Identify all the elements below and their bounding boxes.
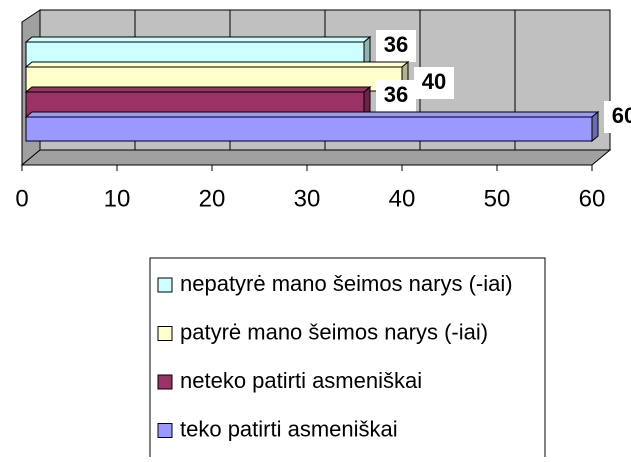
- bar: [25, 116, 593, 142]
- data-label: 40: [422, 69, 446, 94]
- bar-top: [24, 111, 600, 118]
- x-tick-label: 60: [579, 185, 606, 212]
- x-tick-label: 40: [389, 185, 416, 212]
- data-label: 36: [384, 32, 408, 57]
- floor: [20, 149, 612, 166]
- legend-label: nepatyrė mano šeimos narys (-iai): [180, 271, 513, 296]
- legend-swatch: [157, 277, 173, 293]
- x-tick-label: 30: [294, 185, 321, 212]
- data-label: 60: [612, 103, 631, 128]
- x-tick-label: 20: [199, 185, 226, 212]
- data-label-box: [376, 30, 416, 62]
- legend-swatch: [157, 326, 173, 341]
- data-label-box: [604, 101, 631, 133]
- x-tick-label: 50: [484, 185, 511, 212]
- legend-swatch: [157, 374, 173, 390]
- bar-top: [24, 61, 410, 68]
- data-label-box: [376, 80, 416, 112]
- bar-top: [24, 36, 372, 43]
- legend-label: neteko patirti asmeniškai: [180, 368, 422, 393]
- legend: [149, 257, 546, 462]
- data-label: 36: [384, 82, 408, 107]
- bar-end: [591, 110, 599, 143]
- x-tick-label: 0: [15, 185, 28, 212]
- x-tick-label: 10: [104, 185, 131, 212]
- legend-label: teko patirti asmeniškai: [180, 416, 398, 441]
- data-label-box: [414, 67, 454, 99]
- bar-top: [24, 86, 372, 93]
- legend-label: patyrė mano šeimos narys (-iai): [180, 319, 488, 344]
- legend-swatch: [157, 423, 173, 438]
